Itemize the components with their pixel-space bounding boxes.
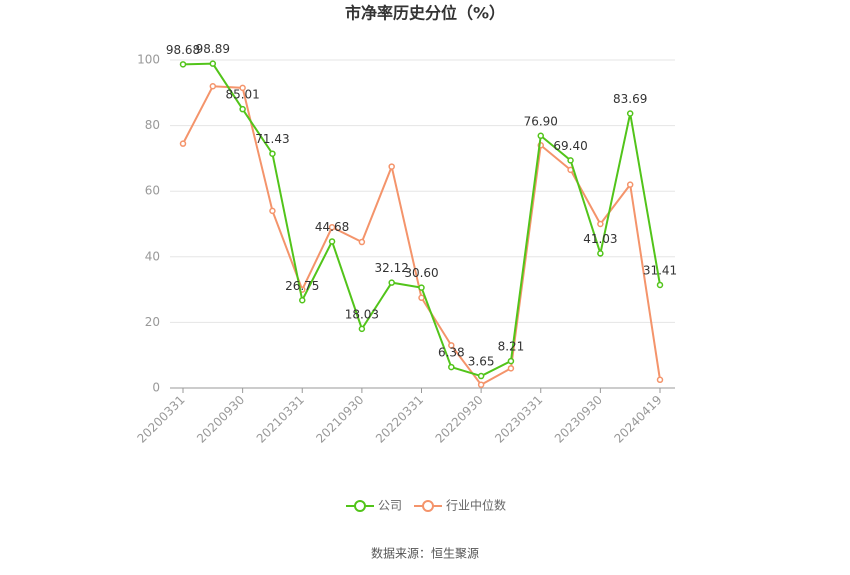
data-label: 98.68 bbox=[166, 43, 200, 57]
data-label: 8.21 bbox=[498, 340, 525, 354]
point bbox=[448, 363, 455, 371]
data-label: 32.12 bbox=[375, 261, 409, 275]
point bbox=[358, 325, 366, 333]
x-tick-label: 20220930 bbox=[433, 393, 486, 446]
point bbox=[477, 381, 485, 388]
legend-marker bbox=[422, 500, 434, 512]
point bbox=[626, 110, 634, 117]
data-label: 69.40 bbox=[553, 139, 587, 153]
point bbox=[269, 207, 276, 215]
data-label: 76.90 bbox=[524, 114, 558, 128]
point bbox=[507, 357, 515, 365]
legend-item: 公司 bbox=[346, 499, 402, 513]
data-label: 85.01 bbox=[225, 88, 259, 102]
point bbox=[537, 132, 544, 140]
data-label: 6.38 bbox=[438, 346, 465, 360]
data-label: 30.60 bbox=[404, 266, 438, 280]
point bbox=[179, 61, 187, 68]
legend-label: 公司 bbox=[378, 499, 402, 513]
point bbox=[328, 224, 336, 231]
point bbox=[269, 150, 276, 157]
y-tick-label: 100 bbox=[137, 53, 160, 67]
point bbox=[358, 238, 366, 246]
data-label: 3.65 bbox=[468, 355, 495, 369]
x-tick-label: 20240419 bbox=[612, 393, 665, 446]
point bbox=[388, 279, 395, 286]
point bbox=[418, 284, 425, 291]
source: 数据来源：恒生聚源 bbox=[371, 546, 479, 561]
data-label: 18.03 bbox=[345, 307, 379, 321]
point bbox=[179, 140, 187, 147]
x-tick-label: 20230930 bbox=[552, 393, 605, 446]
x-tick-label: 20200930 bbox=[194, 393, 247, 446]
legend-item: 行业中位数 bbox=[414, 498, 506, 513]
data-label: 71.43 bbox=[255, 132, 289, 146]
point bbox=[209, 82, 217, 90]
y-tick-label: 20 bbox=[145, 315, 160, 329]
legend-label: 行业中位数 bbox=[446, 498, 506, 513]
point bbox=[597, 250, 604, 257]
point bbox=[418, 294, 425, 302]
data-label: 41.03 bbox=[583, 232, 617, 246]
point bbox=[656, 281, 664, 289]
data-label: 44.68 bbox=[315, 220, 349, 234]
point bbox=[299, 297, 306, 304]
point bbox=[567, 157, 574, 164]
point bbox=[448, 342, 455, 349]
y-tick-label: 0 bbox=[152, 381, 160, 395]
point bbox=[388, 163, 395, 170]
point bbox=[626, 181, 634, 188]
legend-marker bbox=[354, 500, 366, 512]
x-tick-label: 20210331 bbox=[254, 393, 307, 446]
point bbox=[656, 376, 664, 384]
data-label: 26.75 bbox=[285, 279, 319, 293]
data-label: 83.69 bbox=[613, 92, 647, 106]
x-tick-label: 20210930 bbox=[313, 393, 366, 446]
y-tick-label: 80 bbox=[145, 118, 160, 132]
point bbox=[597, 220, 604, 228]
series-line bbox=[182, 62, 661, 378]
chart-title: 市净率历史分位（%） bbox=[345, 4, 505, 23]
data-label: 98.89 bbox=[196, 42, 230, 56]
x-tick-label: 20230331 bbox=[492, 393, 545, 446]
x-tick-label: 20200331 bbox=[135, 393, 188, 446]
point bbox=[328, 238, 336, 245]
y-tick-label: 60 bbox=[145, 184, 160, 198]
y-tick-label: 40 bbox=[145, 249, 160, 263]
point bbox=[507, 365, 515, 372]
point bbox=[477, 372, 485, 380]
point bbox=[209, 60, 217, 67]
point bbox=[239, 84, 246, 92]
x-tick-label: 20220331 bbox=[373, 393, 426, 446]
data-label: 31.41 bbox=[643, 263, 677, 277]
point bbox=[239, 105, 246, 113]
